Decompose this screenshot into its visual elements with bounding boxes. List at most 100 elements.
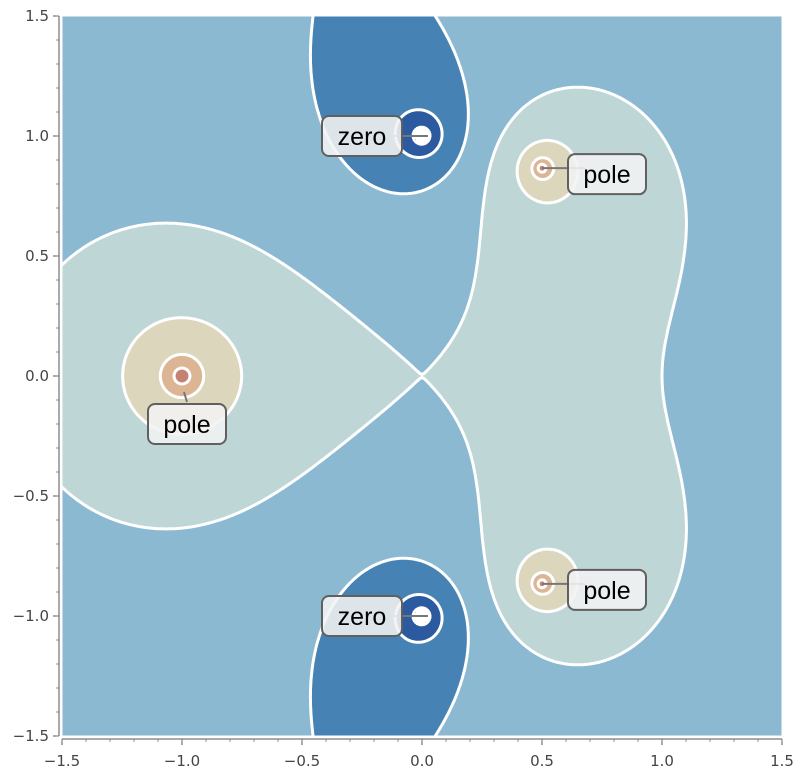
contour-band-cell — [62, 130, 327, 134]
contour-band-cell — [428, 130, 444, 134]
contour-band-cell — [440, 145, 465, 149]
contour-band-cell — [485, 559, 525, 563]
contour-band-cell — [215, 229, 483, 233]
contour-band-cell — [395, 130, 414, 134]
contour-band-cell — [395, 133, 414, 137]
contour-band-cell — [62, 502, 84, 506]
contour-band-cell — [686, 526, 782, 530]
contour-band-cell — [62, 694, 312, 698]
contour-band-cell — [62, 541, 483, 545]
contour-band-cell — [437, 601, 462, 605]
contour-band-cell — [521, 595, 573, 599]
contour-band-cell — [482, 214, 687, 218]
contour-band-cell — [449, 172, 489, 176]
contour-band-cell — [62, 526, 147, 530]
contour-band-cell — [311, 679, 462, 683]
contour-band-cell — [665, 403, 782, 407]
contour-band-cell — [62, 610, 330, 614]
contour-band-cell — [497, 142, 534, 146]
contour-band-cell — [479, 517, 687, 521]
contour-band-cell — [467, 310, 672, 314]
contour-band-cell — [128, 349, 237, 353]
contour-band-cell — [62, 85, 315, 89]
contour-band-cell — [62, 640, 318, 644]
contour-band-cell — [437, 19, 782, 23]
contour-band-cell — [62, 607, 333, 611]
contour-band-cell — [377, 334, 456, 338]
contour-band-cell — [344, 589, 459, 593]
contour-band-cell — [404, 358, 438, 362]
contour-band-cell — [449, 406, 666, 410]
contour-band-cell — [683, 496, 782, 500]
contour-band-cell — [428, 595, 462, 599]
contour-band-cell — [62, 634, 321, 638]
contour-band-cell — [278, 490, 480, 494]
contour-band-cell — [434, 388, 663, 392]
contour-band-cell — [416, 127, 426, 131]
contour-band-cell — [680, 172, 782, 176]
contour-band-cell — [137, 337, 228, 341]
contour-band-cell — [521, 157, 540, 161]
contour-band-cell — [431, 637, 468, 641]
contour-band-cell — [383, 409, 453, 413]
contour-band-cell — [686, 205, 782, 209]
contour-band-cell — [233, 346, 393, 350]
contour-band-cell — [452, 583, 492, 587]
contour-band-cell — [62, 577, 357, 581]
contour-band-cell — [62, 520, 120, 524]
contour-band-cell — [638, 640, 782, 644]
contour-band-cell — [62, 229, 120, 233]
contour-band-cell — [365, 325, 459, 329]
contour-band-cell — [440, 625, 468, 629]
callout-box — [567, 568, 647, 611]
contour-band-cell — [62, 286, 318, 290]
contour-band-cell — [461, 430, 672, 434]
contour-band-cell — [473, 466, 681, 470]
contour-band-cell — [482, 535, 687, 539]
contour-band-cell — [401, 115, 435, 119]
contour-band-cell — [62, 304, 342, 308]
contour-band-cell — [662, 136, 782, 140]
contour-band-cell — [62, 145, 333, 149]
contour-band-cell — [662, 376, 782, 380]
contour-band-cell — [482, 226, 687, 230]
contour-band-cell — [110, 517, 225, 521]
callout-box — [321, 595, 403, 637]
contour-band-cell — [443, 616, 468, 620]
contour-band-cell — [62, 664, 315, 668]
contour-band-cell — [482, 208, 687, 212]
contour-band-cell — [530, 649, 627, 653]
contour-band-cell — [62, 496, 75, 500]
contour-band-cell — [668, 607, 782, 611]
contour-band-cell — [410, 154, 429, 158]
contour-band-cell — [62, 178, 363, 182]
contour-band-cell — [62, 79, 312, 83]
contour-band-cell — [197, 358, 240, 362]
contour-band-cell — [686, 514, 782, 518]
contour-band-cell — [491, 160, 519, 164]
contour-band-cell — [395, 610, 417, 614]
contour-band-cell — [467, 658, 549, 662]
contour-band-cell — [461, 427, 669, 431]
contour-band-cell — [311, 46, 453, 50]
contour-band-cell — [425, 127, 441, 131]
contour-band-cell — [683, 559, 782, 563]
contour-band-cell — [644, 112, 782, 116]
contour-band-cell — [164, 319, 201, 323]
contour-band-cell — [674, 442, 782, 446]
contour-band-cell — [62, 481, 291, 485]
contour-band-cell — [686, 523, 782, 527]
contour-band-cell — [311, 37, 450, 41]
contour-band-cell — [488, 178, 519, 182]
contour-band-cell — [311, 721, 444, 725]
contour-band-cell — [668, 424, 782, 428]
contour-band-cell — [347, 310, 468, 314]
contour-band-cell — [671, 319, 782, 323]
contour-band-cell — [242, 379, 420, 383]
contour-band-cell — [677, 454, 782, 458]
contour-band-cell — [662, 391, 782, 395]
contour-band-cell — [551, 574, 579, 578]
contour-band-cell — [464, 664, 782, 668]
contour-band-cell — [311, 682, 462, 686]
contour-band-cell — [62, 628, 324, 632]
